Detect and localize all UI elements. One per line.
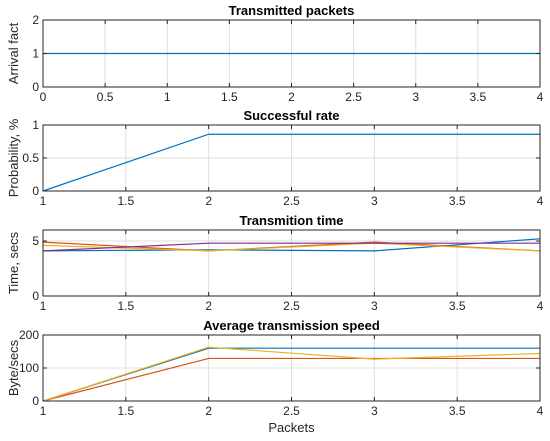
series-line-1 [42,238,541,252]
x-tick-label: 3.5 [449,194,466,208]
x-tick-label: 4 [537,194,544,208]
series-line-3 [42,346,541,402]
subplot-1: 0 0.5 1 1.5 2 2.5 3 3.5 4 0 1 2 Transmitted packets A… [6,3,544,104]
x-tick-label: 1 [40,194,47,208]
subplot-3: 1 1.5 2 2.5 3 3.5 4 0 5 Transmition time Time, sec… [6,213,544,313]
x-tick-label: 2.5 [283,194,300,208]
chart-title: Transmition time [239,213,343,228]
x-tick-label: 1.5 [117,299,134,313]
series-line-4 [42,242,540,252]
y-tick-label: 0 [32,289,39,303]
x-tick-label: 1.5 [117,194,134,208]
series-line-3 [42,242,541,252]
chart-title: Transmitted packets [229,3,355,18]
x-tick-label: 1.5 [117,404,134,418]
series-line-1 [42,133,540,192]
x-tick-label: 4 [537,404,544,418]
x-tick-label: 2 [205,299,212,313]
y-axis-label: Probability, % [6,118,21,197]
x-tick-label: 1 [164,90,171,104]
y-tick-label: 1 [32,47,39,61]
y-tick-label: 100 [19,361,39,375]
y-tick-label: 0.5 [22,151,39,165]
y-tick-label: 0 [32,394,39,408]
y-tick-label: 0 [32,184,39,198]
x-tick-label: 2.5 [283,299,300,313]
x-tick-label: 3 [371,299,378,313]
y-tick-label: 0 [32,80,39,94]
x-tick-label: 4 [537,299,544,313]
x-tick-label: 2 [288,90,295,104]
x-tick-label: 3.5 [449,299,466,313]
x-tick-label: 0 [40,90,47,104]
x-axis-label: Packets [268,420,315,435]
y-tick-label: 5 [32,234,39,248]
x-tick-label: 4 [537,90,544,104]
y-axis-label: Arrival fact [6,22,21,84]
x-tick-label: 2 [205,194,212,208]
x-tick-label: 3.5 [449,404,466,418]
x-tick-label: 1.5 [221,90,238,104]
series-line-2 [42,357,540,402]
x-tick-label: 1 [40,299,47,313]
y-tick-label: 200 [19,328,39,342]
x-tick-label: 3.5 [470,90,487,104]
x-tick-label: 3 [371,194,378,208]
x-tick-label: 0.5 [97,90,114,104]
subplot-4: 1 1.5 2 2.5 3 3.5 4 0 100 200 Average transmission… [6,318,544,435]
y-axis-label: Byte/secs [6,339,21,396]
x-tick-label: 1 [40,404,47,418]
chart-title: Successful rate [243,108,339,123]
subplot-2: 1 1.5 2 2.5 3 3.5 4 0 0.5 1 Successful rate Probabi… [6,108,544,208]
x-tick-label: 3 [371,404,378,418]
y-tick-label: 2 [32,13,39,27]
y-axis-label: Time, secs [6,231,21,294]
x-tick-label: 2 [205,404,212,418]
x-tick-label: 3 [412,90,419,104]
x-tick-label: 2.5 [345,90,362,104]
x-tick-label: 2.5 [283,404,300,418]
chart-title: Average transmission speed [203,318,380,333]
y-tick-label: 1 [32,118,39,132]
